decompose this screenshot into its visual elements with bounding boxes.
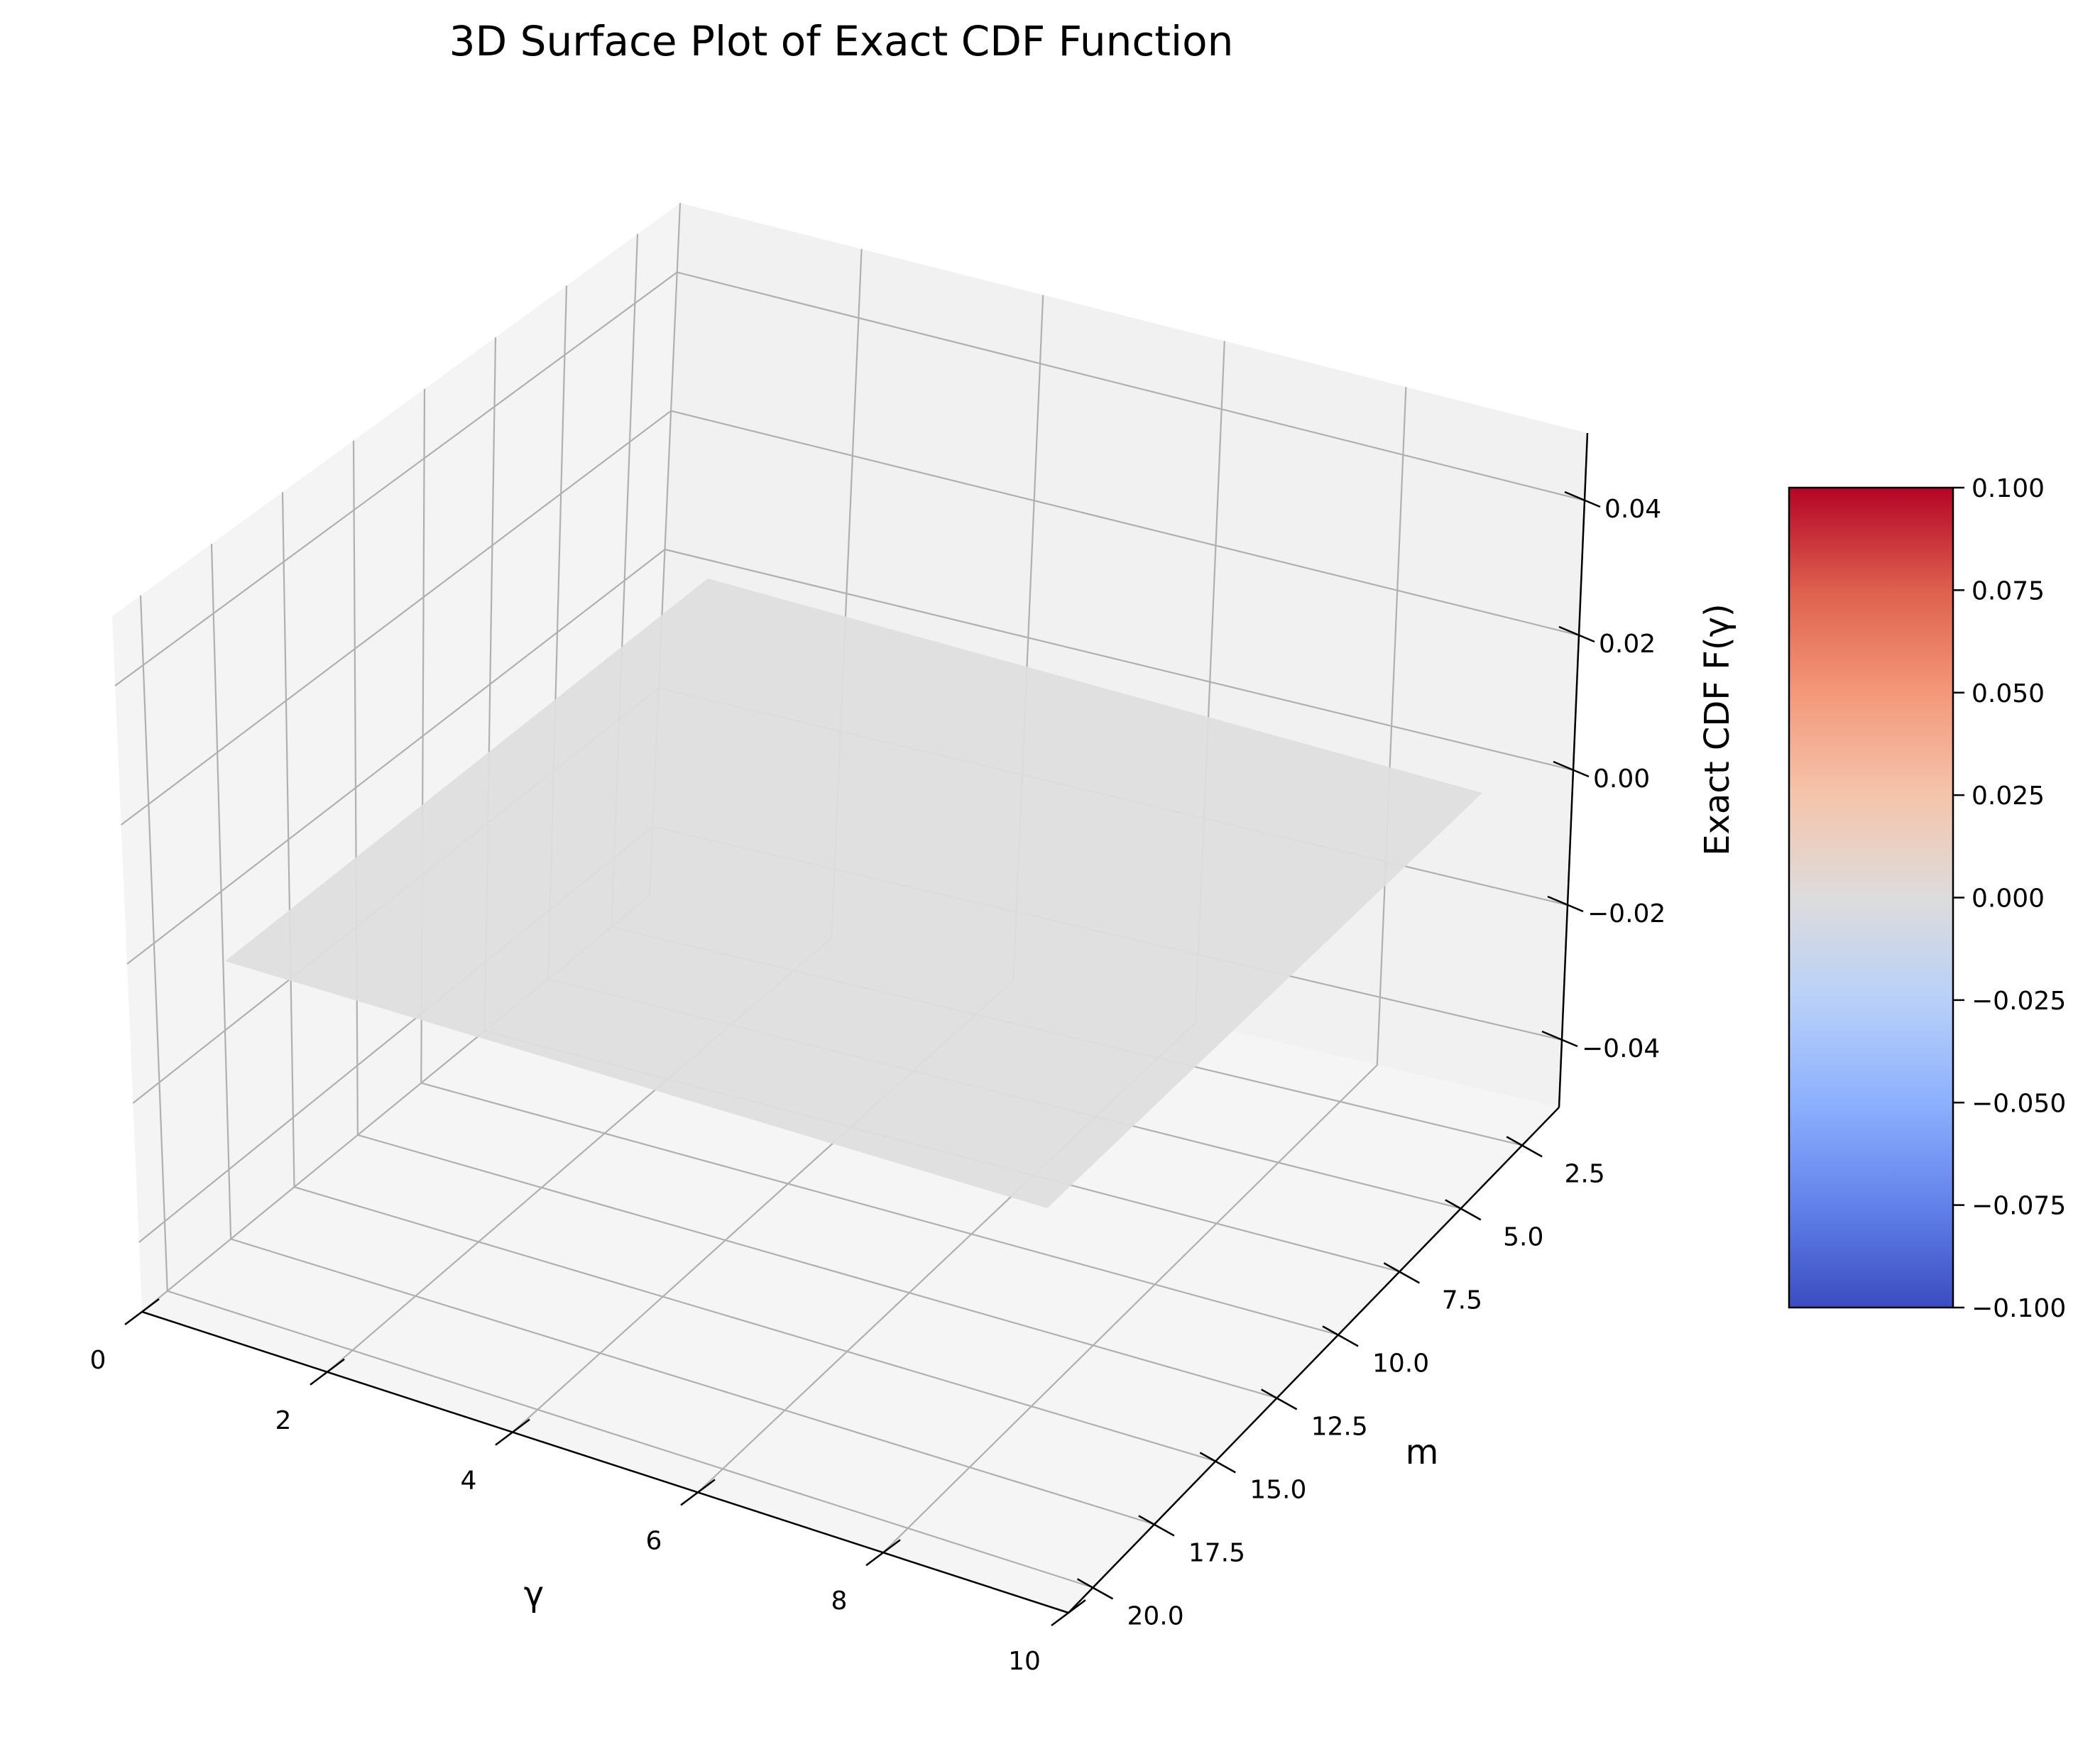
y-gridline [352,440,1277,1399]
z-tick-mark [1553,760,1590,778]
y-tick-label: 2.5 [1565,1159,1605,1188]
colorbar-tick-label: 0.075 [1972,576,2045,606]
y-tick-mark [1138,1515,1175,1537]
chart-title: 3D Surface Plot of Exact CDF Function [449,17,1234,65]
colorbar-tick-label: 0.050 [1972,679,2045,708]
x-tick-mark [310,1358,345,1386]
z-tick-label: 0.04 [1604,495,1661,524]
floor-pane [142,896,1559,1613]
x-tick-label: 10 [1008,1647,1041,1676]
y-ticks: 2.5 5.0 7.5 10.0 12.5 15.0 17.5 20.0 [1076,1136,1605,1631]
z-tick-mark [1558,625,1595,643]
colorbar-tick-label: −0.050 [1972,1089,2066,1118]
y-tick-label: 15.0 [1249,1475,1306,1504]
y-tick-label: 20.0 [1127,1601,1183,1631]
z-gridline [120,410,1580,826]
x-tick-label: 0 [90,1346,106,1375]
z-gridline [114,271,1585,686]
y-tick-mark [1261,1388,1298,1410]
y-axis-line [1068,1107,1560,1613]
y-tick-mark [1076,1578,1114,1600]
colorbar: −0.100 −0.075 −0.050 −0.025 0.000 0.025 0.050 0… [1788,474,2066,1323]
x-tick-mark [865,1539,901,1567]
y-tick-mark [1199,1452,1236,1474]
x-axis-label: γ [524,1574,544,1614]
colorbar-tick-label: 0.000 [1972,884,2045,914]
y-tick-mark [1383,1262,1421,1284]
y-gridline [210,544,1155,1525]
x-tick-label: 4 [461,1467,477,1496]
colorbar-ticks: −0.100 −0.075 −0.050 −0.025 0.000 0.025 0.050 0… [1953,474,2066,1323]
x-tick-mark [124,1298,160,1325]
z-ticks: −0.04 −0.02 0.00 0.02 0.04 [1541,491,1666,1063]
y-tick-label: 17.5 [1188,1538,1245,1567]
z-tick-mark [1541,1030,1578,1048]
z-tick-label: −0.04 [1582,1034,1660,1063]
z-gridline [126,548,1574,965]
z-tick-mark [1564,491,1601,508]
x-gridline [882,387,1407,1553]
colorbar-tick-label: −0.100 [1972,1294,2066,1323]
x-tick-label: 2 [275,1406,292,1435]
x-tick-label: 8 [831,1587,848,1616]
y-tick-mark [1322,1325,1359,1347]
y-tick-label: 12.5 [1311,1412,1368,1441]
x-axis-line [141,1310,1069,1614]
y-gridline [281,492,1216,1462]
y-gridline [139,595,1093,1589]
x-ticks: 0 2 4 6 8 10 [90,1298,1086,1676]
colorbar-tick-label: −0.025 [1972,987,2066,1016]
surface [225,579,1482,1208]
colorbar-tick-label: 0.100 [1972,474,2045,503]
z-tick-mark [1547,895,1584,913]
z-tick-label: 0.00 [1593,765,1650,794]
y-tick-mark [1445,1199,1482,1221]
y-gridline [420,388,1339,1336]
y-tick-label: 5.0 [1503,1222,1543,1251]
y-axis-label: m [1406,1432,1439,1472]
z-tick-label: −0.02 [1587,899,1666,928]
x-tick-label: 6 [646,1526,662,1555]
x-tick-mark [495,1418,530,1446]
colorbar-tick-label: 0.025 [1972,782,2045,811]
z-axis-label: Exact CDF F(γ) [1697,603,1737,855]
z-tick-label: 0.02 [1599,630,1656,659]
axes-3d: 0 2 4 6 8 10 2.5 5.0 7.5 10.0 12.5 15.0 17.5 20.0 −0… [90,202,1737,1676]
y-tick-mark [1506,1136,1543,1158]
y-tick-label: 10.0 [1372,1349,1429,1378]
x-tick-mark [1051,1599,1086,1626]
y-tick-label: 7.5 [1442,1286,1482,1315]
colorbar-gradient [1788,486,1954,1309]
x-tick-mark [680,1479,716,1506]
colorbar-tick-label: −0.075 [1972,1192,2066,1221]
